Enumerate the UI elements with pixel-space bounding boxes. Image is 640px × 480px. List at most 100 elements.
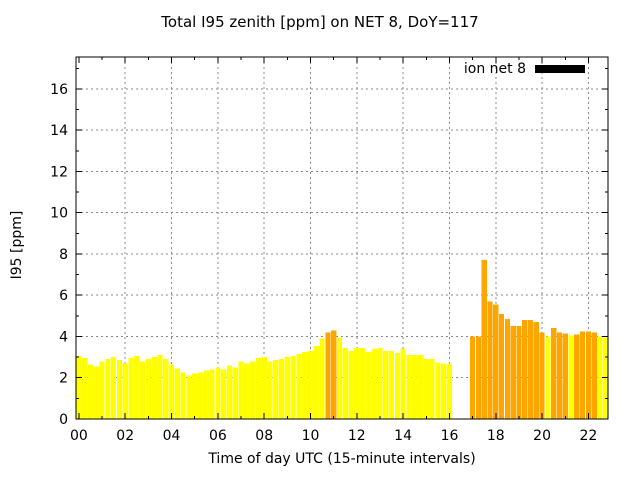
bar-21:15 [568, 335, 574, 419]
bar-09:45 [302, 351, 308, 419]
bar-22:00 [585, 331, 592, 419]
bar-03:30 [157, 355, 163, 419]
bar-04:45 [186, 375, 192, 419]
bar-12:00 [354, 347, 360, 419]
bar-10:45 [325, 332, 331, 419]
bar-16:00 [446, 363, 453, 419]
bar-12:15 [360, 347, 366, 419]
bar-02:45 [139, 361, 146, 419]
bar-20:30 [551, 328, 557, 419]
x-tick-label-00: 00 [70, 428, 88, 444]
x-tick-label-08: 08 [255, 428, 273, 444]
y-tick-label-6: 6 [59, 288, 68, 304]
bar-15:30 [435, 362, 441, 419]
bar-07:00 [238, 361, 244, 419]
bar-15:45 [441, 363, 447, 419]
bar-22:15 [591, 332, 597, 419]
bar-01:45 [116, 360, 123, 419]
bar-05:45 [209, 369, 215, 419]
bar-06:15 [221, 369, 227, 419]
axis-ticks [76, 57, 608, 420]
bar-02:15 [128, 358, 134, 419]
bar-19:30 [527, 319, 534, 419]
y-tick-label-16: 16 [50, 82, 68, 98]
bar-19:00 [516, 326, 522, 419]
bar-18:30 [504, 318, 510, 419]
y-tick-label-4: 4 [59, 330, 68, 346]
x-tick-label-14: 14 [394, 428, 412, 444]
bar-01:30 [111, 357, 117, 419]
bar-20:45 [556, 332, 563, 419]
bar-22:30 [597, 336, 603, 419]
bar-17:00 [470, 336, 476, 419]
x-tick-label-06: 06 [209, 428, 227, 444]
bar-11:15 [336, 337, 343, 419]
bar-15:00 [423, 359, 429, 419]
bar-08:00 [261, 357, 267, 419]
bar-15:15 [429, 359, 435, 419]
bar-03:00 [145, 359, 151, 419]
bar-14:45 [417, 355, 424, 419]
bar-17:45 [487, 301, 493, 419]
bar-17:15 [475, 336, 482, 419]
chart-title: Total I95 zenith [ppm] on NET 8, DoY=117 [161, 13, 479, 31]
bar-14:30 [412, 355, 418, 419]
bar-12:30 [365, 351, 371, 419]
legend: ion net 8 [464, 61, 585, 77]
bar-07:45 [255, 358, 261, 419]
y-tick-labels: 0 2 4 6 8 10 12 14 16 [50, 82, 68, 428]
bar-10:15 [313, 345, 319, 419]
bar-12:45 [371, 348, 377, 419]
plot-border [75, 56, 609, 420]
bar-11:30 [342, 347, 348, 419]
x-tick-labels: 00 02 04 06 08 10 12 14 16 18 20 22 [70, 428, 597, 444]
bar-20:15 [545, 336, 551, 419]
x-tick-label-18: 18 [487, 428, 505, 444]
bar-03:15 [151, 357, 157, 419]
bar-07:15 [244, 363, 250, 419]
bar-18:45 [510, 326, 516, 419]
bar-00:00 [76, 356, 82, 419]
bar-21:45 [580, 331, 586, 419]
bar-00:30 [87, 364, 94, 419]
y-tick-label-2: 2 [59, 371, 68, 387]
bar-10:00 [307, 350, 314, 419]
y-tick-label-10: 10 [50, 206, 68, 222]
bar-04:15 [174, 368, 180, 419]
bar-01:00 [99, 361, 105, 419]
bar-21:30 [574, 334, 580, 419]
bar-00:45 [93, 366, 99, 419]
bar-07:30 [250, 361, 256, 419]
bar-08:30 [273, 360, 279, 419]
bar-14:15 [406, 355, 412, 419]
bar-21:00 [562, 333, 568, 419]
bar-18:00 [493, 304, 499, 419]
bar-20:00 [539, 332, 545, 419]
bar-08:45 [278, 359, 285, 419]
bar-11:00 [331, 330, 337, 419]
bar-05:00 [192, 373, 198, 419]
x-tick-label-20: 20 [533, 428, 551, 444]
bar-04:00 [168, 364, 175, 419]
bar-17:30 [481, 260, 487, 419]
bar-13:15 [383, 350, 389, 419]
legend-label: ion net 8 [463, 61, 526, 77]
x-tick-label-04: 04 [163, 428, 181, 444]
bar-02:00 [122, 363, 128, 419]
x-tick-label-12: 12 [348, 428, 366, 444]
bar-19:45 [533, 322, 539, 419]
x-tick-label-10: 10 [302, 428, 320, 444]
bar-13:45 [394, 352, 400, 419]
bar-11:45 [348, 350, 354, 419]
bar-18:15 [498, 313, 505, 419]
bar-06:00 [215, 367, 221, 419]
bar-06:30 [226, 365, 233, 419]
bar-01:15 [105, 359, 111, 419]
bar-02:30 [134, 356, 140, 419]
x-axis-label: Time of day UTC (15-minute intervals) [208, 451, 476, 467]
bar-13:30 [388, 350, 395, 419]
x-tick-label-02: 02 [116, 428, 134, 444]
y-tick-label-12: 12 [50, 165, 68, 181]
bars [76, 260, 608, 419]
